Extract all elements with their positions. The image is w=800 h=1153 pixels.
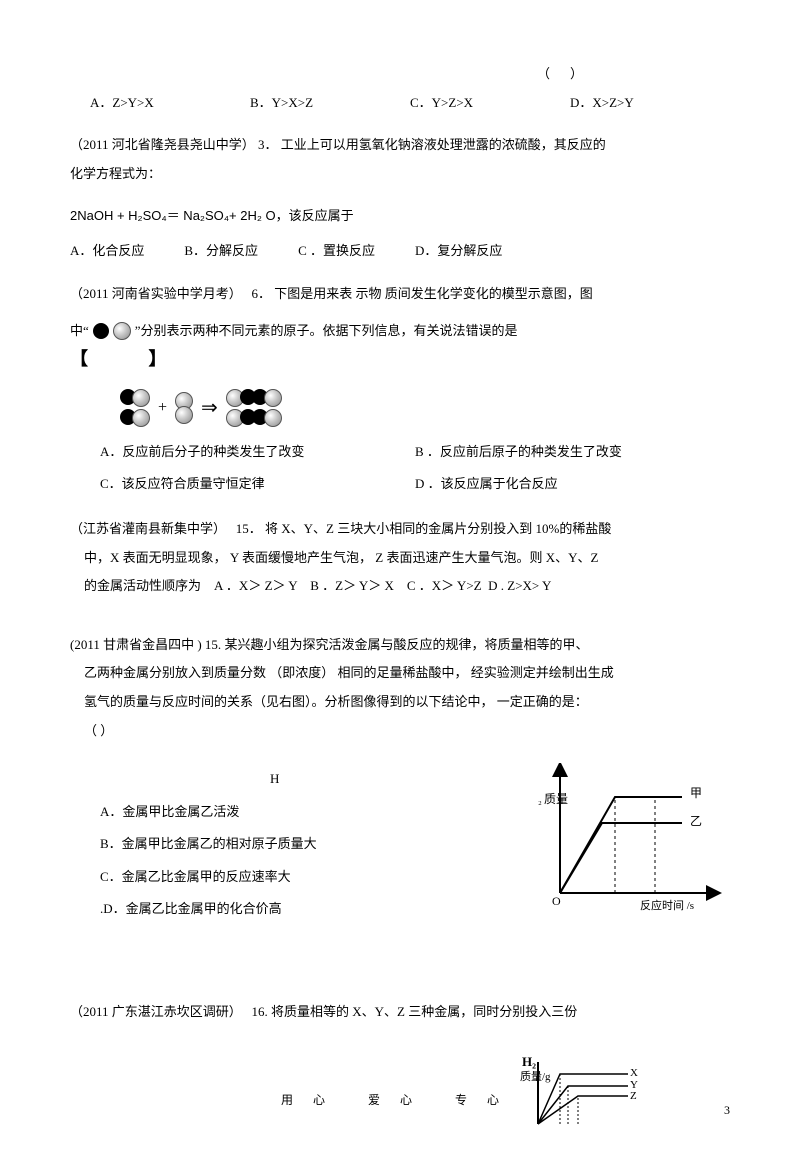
q16-prefix: （2011 广东湛江赤坎区调研） (70, 1004, 242, 1019)
q15a-prefix: （江苏省灌南县新集中学） (70, 521, 226, 536)
q3-opt-d: D．复分解反应 (415, 237, 502, 266)
chart-jia: 甲 (690, 786, 702, 800)
q15a-body3: 的金属活动性顺序为 (70, 572, 201, 601)
q6-bracket: 【 】 (70, 340, 730, 380)
bottom-zl: 质量/g (520, 1070, 551, 1083)
q6-opt-a: A．反应前后分子的种类发生了改变 (100, 438, 415, 467)
plus-sign: + (158, 390, 167, 425)
q16-text: （2011 广东湛江赤坎区调研） 16. 将质量相等的 X、Y、Z 三种金属，同… (70, 998, 730, 1027)
q3-equation: 2NaOH + H₂SO₄＝ Na₂SO₄+ 2H₂ O，该反应属于 (70, 202, 730, 231)
q15b-prefix: (2011 甘肃省金昌四中 ) 15. (70, 637, 221, 652)
q3-opt-c: C ．置换反应 (298, 237, 375, 266)
paren-close: ） (570, 66, 603, 81)
q15a-opt-c: C ．X＞ Y>Z (407, 578, 482, 593)
q6-reaction-diagram: + ⇒ (70, 386, 282, 430)
product (226, 389, 282, 427)
atom-grey-icon (113, 322, 131, 340)
q15b-body2: 乙两种金属分别放入到质量分数 （即浓度） 相同的足量稀盐酸中， 经实验测定并绘制… (70, 659, 614, 688)
atom-black-icon (93, 323, 109, 339)
h-letter: H (270, 771, 279, 786)
q6-body2-right: ”分别表示两种不同元素的原子。依据下列信息，有关说法错误的是 (135, 323, 518, 339)
q6-opt-c: C．该反应符合质量守恒定律 (100, 470, 415, 499)
q3-body2: 化学方程式为： (70, 166, 161, 181)
q6-body1: 下图是用来表 示物 质间发生化学变化的模型示意图，图 (274, 286, 593, 301)
q6-opt-d: D ．该反应属于化合反应 (415, 470, 730, 499)
opt-c: C．Y>Z>X (410, 89, 570, 118)
paren-open: （ (537, 66, 570, 81)
q6-options: A．反应前后分子的种类发生了改变 B ．反应前后原子的种类发生了改变 C．该反应… (70, 436, 730, 501)
bottom-h2: H₂ (522, 1054, 536, 1069)
bottom-chart: H₂ 质量/g X Y Z (520, 1054, 640, 1145)
top-options: A．Z>Y>X B．Y>X>Z C．Y>Z>X D．X>Z>Y (70, 89, 730, 118)
q15b-text: (2011 甘肃省金昌四中 ) 15. 某兴趣小组为探究活泼金属与酸反应的规律，… (70, 631, 730, 745)
q15b-body1: 某兴趣小组为探究活泼金属与酸反应的规律，将质量相等的甲、 (224, 637, 588, 652)
answer-paren: （） (70, 60, 730, 89)
q15a-opt-b: B ．Z＞ Y＞ X (310, 578, 394, 593)
chart-ylabel: 质量 (544, 792, 568, 806)
q15b-chart: ₂ 质量 甲 乙 O 反应时间 /s (530, 763, 730, 924)
reactant-2 (175, 392, 193, 424)
opt-d: D．X>Z>Y (570, 89, 730, 118)
q15b-body3: 氢气的质量与反应时间的关系（见右图）。分析图像得到的以下结论中， 一定正确的是： (70, 688, 588, 717)
line-chart-svg: ₂ 质量 甲 乙 O 反应时间 /s (530, 763, 730, 913)
q15a-text: （江苏省灌南县新集中学） 15． 将 X、Y、Z 三块大小相同的金属片分别投入到… (70, 515, 730, 601)
q15a-opt-d: D . Z>X> Y (488, 578, 551, 593)
q6-text: （2011 河南省实验中学月考） 6． 下图是用来表 示物 质间发生化学变化的模… (70, 280, 730, 309)
q15a-num: 15． (236, 521, 262, 536)
q15b-paren: （ ） (70, 717, 113, 746)
bottom-x: X (630, 1067, 638, 1079)
arrow-icon: ⇒ (201, 386, 218, 430)
q15a-opt-a: A ．X＞ Z＞ Y (214, 578, 297, 593)
q3-prefix: （2011 河北省隆尧县尧山中学） (70, 137, 255, 152)
chart-xlabel: 反应时间 /s (640, 898, 694, 912)
q6-line2: 中“ ”分别表示两种不同元素的原子。依据下列信息，有关说法错误的是 (70, 322, 730, 340)
footer-a: 用心 (281, 1093, 345, 1107)
q6-opt-b: B ．反应前后原子的种类发生了改变 (415, 438, 730, 467)
q3-body1: 工业上可以用氢氧化钠溶液处理泄露的浓硫酸，其反应的 (281, 137, 606, 152)
q3-text: （2011 河北省隆尧县尧山中学） 3． 工业上可以用氢氧化钠溶液处理泄露的浓硫… (70, 131, 730, 188)
opt-b: B．Y>X>Z (250, 89, 410, 118)
reactant-1 (120, 389, 150, 427)
q3-num: 3． (258, 137, 278, 152)
q6-num: 6． (252, 286, 272, 301)
footer-b: 爱心 (368, 1093, 432, 1107)
chart-origin: O (552, 894, 561, 908)
opt-a: A．Z>Y>X (90, 89, 250, 118)
q16-num: 16. (252, 1004, 268, 1019)
q15a-body1: 将 X、Y、Z 三块大小相同的金属片分别投入到 10%的稀盐酸 (265, 521, 611, 536)
q6-body2-left: 中“ (70, 323, 89, 339)
q3-opt-a: A．化合反应 (70, 237, 144, 266)
svg-text:₂: ₂ (538, 794, 542, 806)
q16-body: 将质量相等的 X、Y、Z 三种金属，同时分别投入三份 (271, 1004, 577, 1019)
footer-c: 专心 (455, 1093, 519, 1107)
q3-opt-b: B．分解反应 (184, 237, 258, 266)
q6-prefix: （2011 河南省实验中学月考） (70, 286, 242, 301)
bottom-z: Z (630, 1090, 637, 1102)
chart-yi: 乙 (690, 814, 702, 828)
page-number: 3 (724, 1097, 730, 1123)
q15a-body2: 中，X 表面无明显现象， Y 表面缓慢地产生气泡， Z 表面迅速产生大量气泡。则… (70, 544, 598, 573)
q3-options: A．化合反应 B．分解反应 C ．置换反应 D．复分解反应 (70, 237, 730, 266)
